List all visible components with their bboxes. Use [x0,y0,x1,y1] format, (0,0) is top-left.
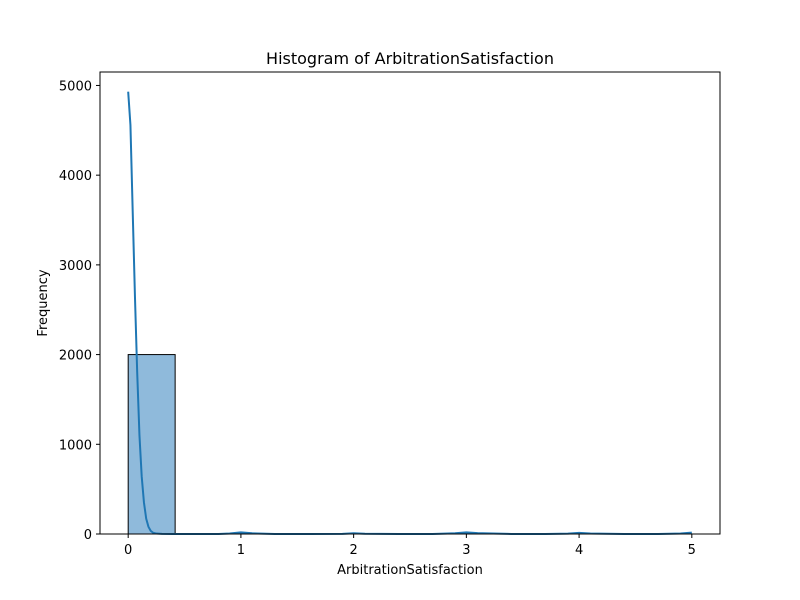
x-tick-label-4: 4 [575,543,583,558]
x-tick-label-1: 1 [237,543,245,558]
x-tick-label-5: 5 [688,543,696,558]
x-tick-label-0: 0 [124,543,132,558]
chart-title: Histogram of ArbitrationSatisfaction [266,49,554,68]
y-tick-label-2: 2000 [59,349,92,364]
y-tick-label-1: 1000 [59,438,92,453]
y-tick-label-3: 3000 [59,259,92,274]
histogram-bar-0 [127,354,176,535]
y-tick-label-5: 5000 [59,79,92,94]
y-axis-ticks: 0 1000 2000 3000 4000 5000 [59,79,100,543]
x-tick-label-3: 3 [462,543,470,558]
y-axis-label: Frequency [36,269,51,336]
x-axis-ticks: 0 1 2 3 4 5 [124,534,696,558]
x-axis-label: ArbitrationSatisfaction [337,563,483,578]
histogram-bars [127,354,176,535]
x-tick-label-2: 2 [349,543,357,558]
y-tick-label-4: 4000 [59,169,92,184]
axes-frame [99,71,721,535]
y-tick-label-0: 0 [84,528,92,543]
